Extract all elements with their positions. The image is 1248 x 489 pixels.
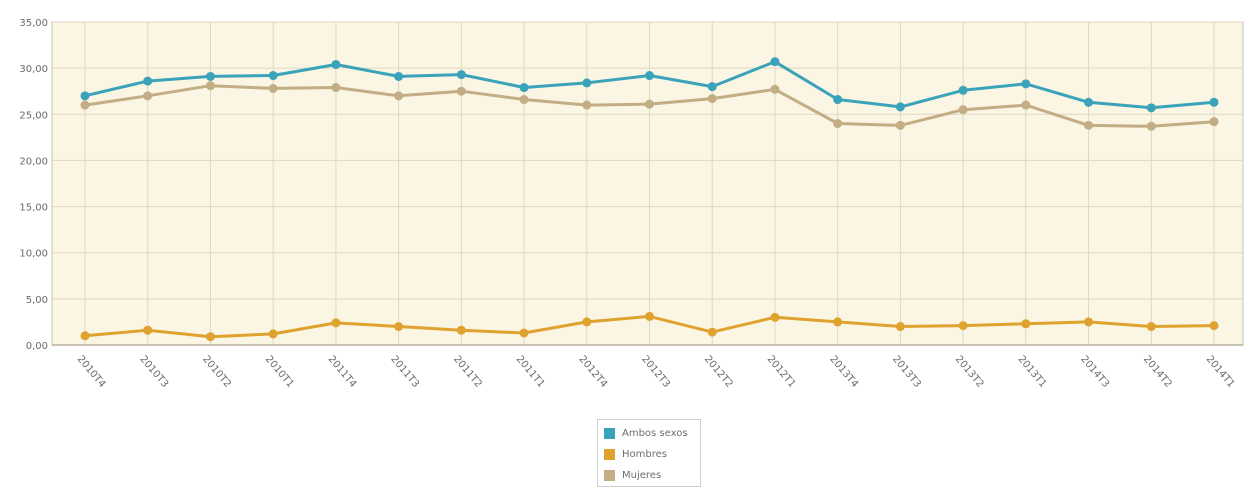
x-tick-label: 2014T2 xyxy=(1141,354,1174,390)
data-point-ambos-sexos[interactable] xyxy=(1146,103,1156,113)
data-point-mujeres[interactable] xyxy=(958,105,968,115)
y-tick-label: 20,00 xyxy=(19,156,48,167)
x-tick-label: 2011T2 xyxy=(451,354,484,390)
data-point-hombres[interactable] xyxy=(1084,317,1094,327)
data-point-hombres[interactable] xyxy=(456,325,466,335)
data-point-mujeres[interactable] xyxy=(205,81,215,91)
y-tick-label: 15,00 xyxy=(19,203,48,214)
data-point-hombres[interactable] xyxy=(268,329,278,339)
x-tick-label: 2010T3 xyxy=(137,354,170,390)
legend: Ambos sexos Hombres Mujeres xyxy=(597,419,701,487)
data-point-ambos-sexos[interactable] xyxy=(205,71,215,81)
data-point-ambos-sexos[interactable] xyxy=(1209,97,1219,107)
data-point-mujeres[interactable] xyxy=(80,100,90,110)
data-point-hombres[interactable] xyxy=(394,322,404,332)
data-point-hombres[interactable] xyxy=(1021,319,1031,329)
data-point-ambos-sexos[interactable] xyxy=(1084,97,1094,107)
data-point-ambos-sexos[interactable] xyxy=(833,95,843,105)
data-point-hombres[interactable] xyxy=(958,321,968,331)
data-point-mujeres[interactable] xyxy=(582,100,592,110)
data-point-ambos-sexos[interactable] xyxy=(895,102,905,112)
legend-item-hombres[interactable]: Hombres xyxy=(604,446,667,462)
x-tick-label: 2010T1 xyxy=(263,354,296,390)
data-point-mujeres[interactable] xyxy=(770,84,780,94)
data-point-hombres[interactable] xyxy=(1209,321,1219,331)
legend-label: Hombres xyxy=(622,448,667,460)
data-point-mujeres[interactable] xyxy=(707,94,717,104)
data-point-hombres[interactable] xyxy=(1146,322,1156,332)
y-tick-label: 10,00 xyxy=(19,249,48,260)
data-point-ambos-sexos[interactable] xyxy=(268,71,278,81)
y-tick-label: 25,00 xyxy=(19,110,48,121)
data-point-ambos-sexos[interactable] xyxy=(394,71,404,81)
legend-item-ambos-sexos[interactable]: Ambos sexos xyxy=(604,425,688,441)
x-tick-label: 2011T1 xyxy=(514,354,547,390)
data-point-ambos-sexos[interactable] xyxy=(80,91,90,101)
data-point-hombres[interactable] xyxy=(80,331,90,341)
data-point-ambos-sexos[interactable] xyxy=(331,59,341,69)
x-tick-label: 2013T2 xyxy=(953,354,986,390)
data-point-hombres[interactable] xyxy=(582,317,592,327)
x-tick-label: 2012T4 xyxy=(576,354,609,390)
data-point-ambos-sexos[interactable] xyxy=(456,70,466,80)
x-tick-label: 2013T1 xyxy=(1016,354,1049,390)
legend-swatch-ambos-sexos xyxy=(604,427,615,439)
data-point-ambos-sexos[interactable] xyxy=(958,85,968,95)
data-point-ambos-sexos[interactable] xyxy=(519,83,529,93)
data-point-mujeres[interactable] xyxy=(895,120,905,130)
data-point-ambos-sexos[interactable] xyxy=(582,78,592,88)
x-tick-label: 2012T3 xyxy=(639,354,672,390)
data-point-ambos-sexos[interactable] xyxy=(770,57,780,67)
x-tick-label: 2013T3 xyxy=(890,354,923,390)
data-point-mujeres[interactable] xyxy=(833,119,843,129)
y-tick-label: 5,00 xyxy=(26,295,48,306)
data-point-ambos-sexos[interactable] xyxy=(1021,79,1031,89)
x-tick-label: 2012T1 xyxy=(765,354,798,390)
data-point-hombres[interactable] xyxy=(205,332,215,342)
data-point-mujeres[interactable] xyxy=(645,99,654,109)
legend-label: Mujeres xyxy=(622,469,662,481)
data-point-hombres[interactable] xyxy=(895,322,905,332)
data-point-mujeres[interactable] xyxy=(268,83,278,93)
x-tick-label: 2011T3 xyxy=(388,354,421,390)
data-point-ambos-sexos[interactable] xyxy=(707,82,717,92)
data-point-hombres[interactable] xyxy=(707,327,717,337)
legend-swatch-mujeres xyxy=(604,469,615,481)
x-tick-label: 2014T3 xyxy=(1078,354,1111,390)
data-point-mujeres[interactable] xyxy=(1209,117,1219,127)
data-point-ambos-sexos[interactable] xyxy=(645,71,654,81)
data-point-hombres[interactable] xyxy=(331,318,341,328)
data-point-mujeres[interactable] xyxy=(143,91,153,101)
data-point-mujeres[interactable] xyxy=(394,91,404,101)
data-point-mujeres[interactable] xyxy=(1084,120,1094,130)
y-axis-ticks: 0,00 5,00 10,00 15,00 20,00 25,00 30,00 35,00 xyxy=(19,18,48,352)
data-point-hombres[interactable] xyxy=(833,317,843,327)
data-point-mujeres[interactable] xyxy=(1146,121,1156,131)
x-tick-label: 2012T2 xyxy=(702,354,735,390)
data-point-hombres[interactable] xyxy=(645,311,654,321)
legend-label: Ambos sexos xyxy=(622,427,688,439)
data-point-mujeres[interactable] xyxy=(1021,100,1031,110)
legend-swatch-hombres xyxy=(604,448,615,460)
data-point-hombres[interactable] xyxy=(770,312,780,322)
data-point-mujeres[interactable] xyxy=(456,86,466,96)
x-tick-label: 2014T1 xyxy=(1204,354,1237,390)
series-lines xyxy=(80,57,1219,342)
data-point-mujeres[interactable] xyxy=(519,95,529,105)
data-point-mujeres[interactable] xyxy=(331,83,341,93)
x-axis-ticks: 2010T4 2010T3 2010T2 2010T1 2011T4 2011T3 2011… xyxy=(75,354,1237,390)
legend-item-mujeres[interactable]: Mujeres xyxy=(604,467,661,483)
x-tick-label: 2010T4 xyxy=(75,354,108,390)
plot-area xyxy=(51,21,1244,346)
y-tick-label: 30,00 xyxy=(19,64,48,75)
data-point-hombres[interactable] xyxy=(143,325,153,335)
y-tick-label: 0,00 xyxy=(26,341,48,352)
data-point-hombres[interactable] xyxy=(519,328,529,338)
y-tick-label: 35,00 xyxy=(19,18,48,29)
data-point-ambos-sexos[interactable] xyxy=(143,76,153,86)
x-tick-label: 2013T4 xyxy=(827,354,860,390)
x-tick-label: 2011T4 xyxy=(326,354,359,390)
x-tick-label: 2010T2 xyxy=(200,354,233,390)
